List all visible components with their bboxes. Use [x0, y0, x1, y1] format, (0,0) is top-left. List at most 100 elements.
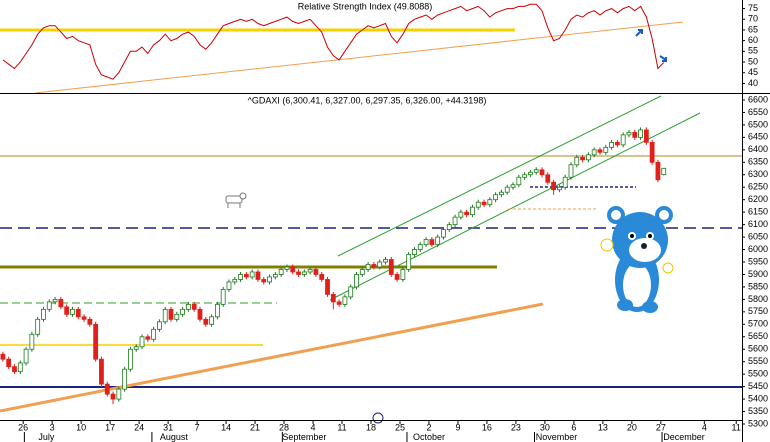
- candle-body: [75, 308, 81, 318]
- candle-body: [556, 186, 562, 191]
- y-tick-label: 6050: [748, 231, 768, 241]
- candle-body: [597, 149, 603, 153]
- y-tick-label: 5350: [748, 406, 768, 416]
- candle-body: [301, 271, 307, 275]
- candle-body: [168, 308, 174, 320]
- x-tick-label: 31: [163, 422, 173, 432]
- candle-body: [435, 236, 441, 245]
- candle-body: [441, 229, 446, 238]
- candle-body: [377, 261, 383, 268]
- x-tick-label: 18: [366, 422, 376, 432]
- y-tick-label: 5400: [748, 393, 768, 403]
- candle-body: [157, 321, 162, 330]
- x-tick-label: 4: [311, 422, 316, 432]
- y-tick-label: 5450: [748, 381, 768, 391]
- candle-body: [116, 388, 122, 400]
- x-tick-label: 17: [105, 422, 115, 432]
- x-tick-label: 3: [50, 422, 55, 432]
- candle-body: [388, 259, 394, 275]
- candle-body: [52, 298, 58, 303]
- candle-body: [133, 346, 139, 350]
- x-tick-label: 24: [134, 422, 144, 432]
- candle-body: [464, 211, 470, 216]
- candle-body: [267, 276, 272, 283]
- candle-body: [400, 269, 406, 280]
- arrow-up: [635, 29, 643, 37]
- candle-body: [504, 186, 510, 193]
- candle-body: [429, 239, 435, 245]
- candle-body: [470, 206, 475, 216]
- candle-body: [643, 129, 649, 143]
- candle-body: [93, 323, 99, 360]
- y-tick-label: 5500: [748, 369, 768, 379]
- candle-body: [655, 161, 661, 181]
- y-tick-label: 6500: [748, 119, 768, 129]
- candle-body: [585, 154, 591, 161]
- y-tick-label: 6000: [748, 244, 768, 254]
- x-tick-label: 21: [250, 422, 260, 432]
- x-tick-label: 25: [395, 422, 405, 432]
- x-tick-label: 13: [598, 422, 608, 432]
- month-label: July: [38, 432, 55, 442]
- candle-body: [87, 318, 93, 325]
- candle-body: [99, 358, 104, 385]
- candle-body: [278, 269, 284, 275]
- x-tick-label: 20: [627, 422, 637, 432]
- y-tick-label: 75: [748, 3, 758, 13]
- candle-body: [412, 249, 417, 255]
- candle-body: [64, 306, 70, 315]
- candle-body: [354, 274, 359, 288]
- y-tick-label: 6350: [748, 157, 768, 167]
- rsi-title: Relative Strength Index (49.8088): [298, 1, 433, 11]
- y-tick-label: 5900: [748, 269, 768, 279]
- x-tick-label: 23: [511, 422, 521, 432]
- candle-body: [35, 318, 41, 335]
- x-tick-label: 7: [195, 422, 200, 432]
- candle-body: [481, 201, 487, 206]
- y-tick-label: 5650: [748, 331, 768, 341]
- candle-body: [220, 289, 226, 305]
- candle-body: [296, 271, 301, 275]
- candle-body: [6, 358, 12, 368]
- candle-body: [545, 174, 551, 183]
- price-title: ^GDAXI (6,300.41, 6,327.00, 6,297.35, 6,…: [248, 95, 487, 105]
- candle-body: [284, 266, 290, 270]
- y-tick-label: 5550: [748, 356, 768, 366]
- month-label: August: [160, 432, 189, 442]
- candle-body: [145, 336, 151, 340]
- y-tick-label: 40: [748, 78, 758, 88]
- candle-body: [626, 131, 632, 136]
- candle-body: [493, 194, 499, 201]
- candle-body: [313, 269, 319, 275]
- candle-body: [46, 301, 52, 310]
- candle-body: [255, 271, 261, 280]
- candle-body: [58, 298, 64, 308]
- candle-body: [249, 271, 255, 278]
- y-tick-label: 6450: [748, 132, 768, 142]
- y-tick-label: 6150: [748, 207, 768, 217]
- candle-body: [197, 308, 203, 320]
- candle-body: [365, 264, 371, 270]
- y-tick-label: 6250: [748, 182, 768, 192]
- x-tick-label: 6: [571, 422, 576, 432]
- y-tick-label: 5700: [748, 319, 768, 329]
- arrow-down: [659, 55, 667, 62]
- candle-body: [591, 149, 597, 156]
- candle-body: [614, 141, 620, 146]
- y-tick-label: 6100: [748, 219, 768, 229]
- rsi-annotations: [0, 21, 684, 94]
- y-tick-label: 70: [748, 14, 758, 24]
- y-tick-label: 5600: [748, 344, 768, 354]
- candle-body: [516, 176, 522, 186]
- candle-body: [261, 279, 267, 283]
- channel-upper: [337, 95, 662, 257]
- candle-body: [325, 279, 330, 295]
- candle-body: [128, 348, 133, 370]
- candle-body: [580, 156, 585, 161]
- orange-trendline: [34, 21, 684, 94]
- candle-body: [12, 366, 17, 373]
- x-tick-label: 2: [426, 422, 431, 432]
- candle-body: [574, 156, 580, 166]
- x-tick-label: 26: [18, 422, 28, 432]
- candle-body: [562, 176, 568, 188]
